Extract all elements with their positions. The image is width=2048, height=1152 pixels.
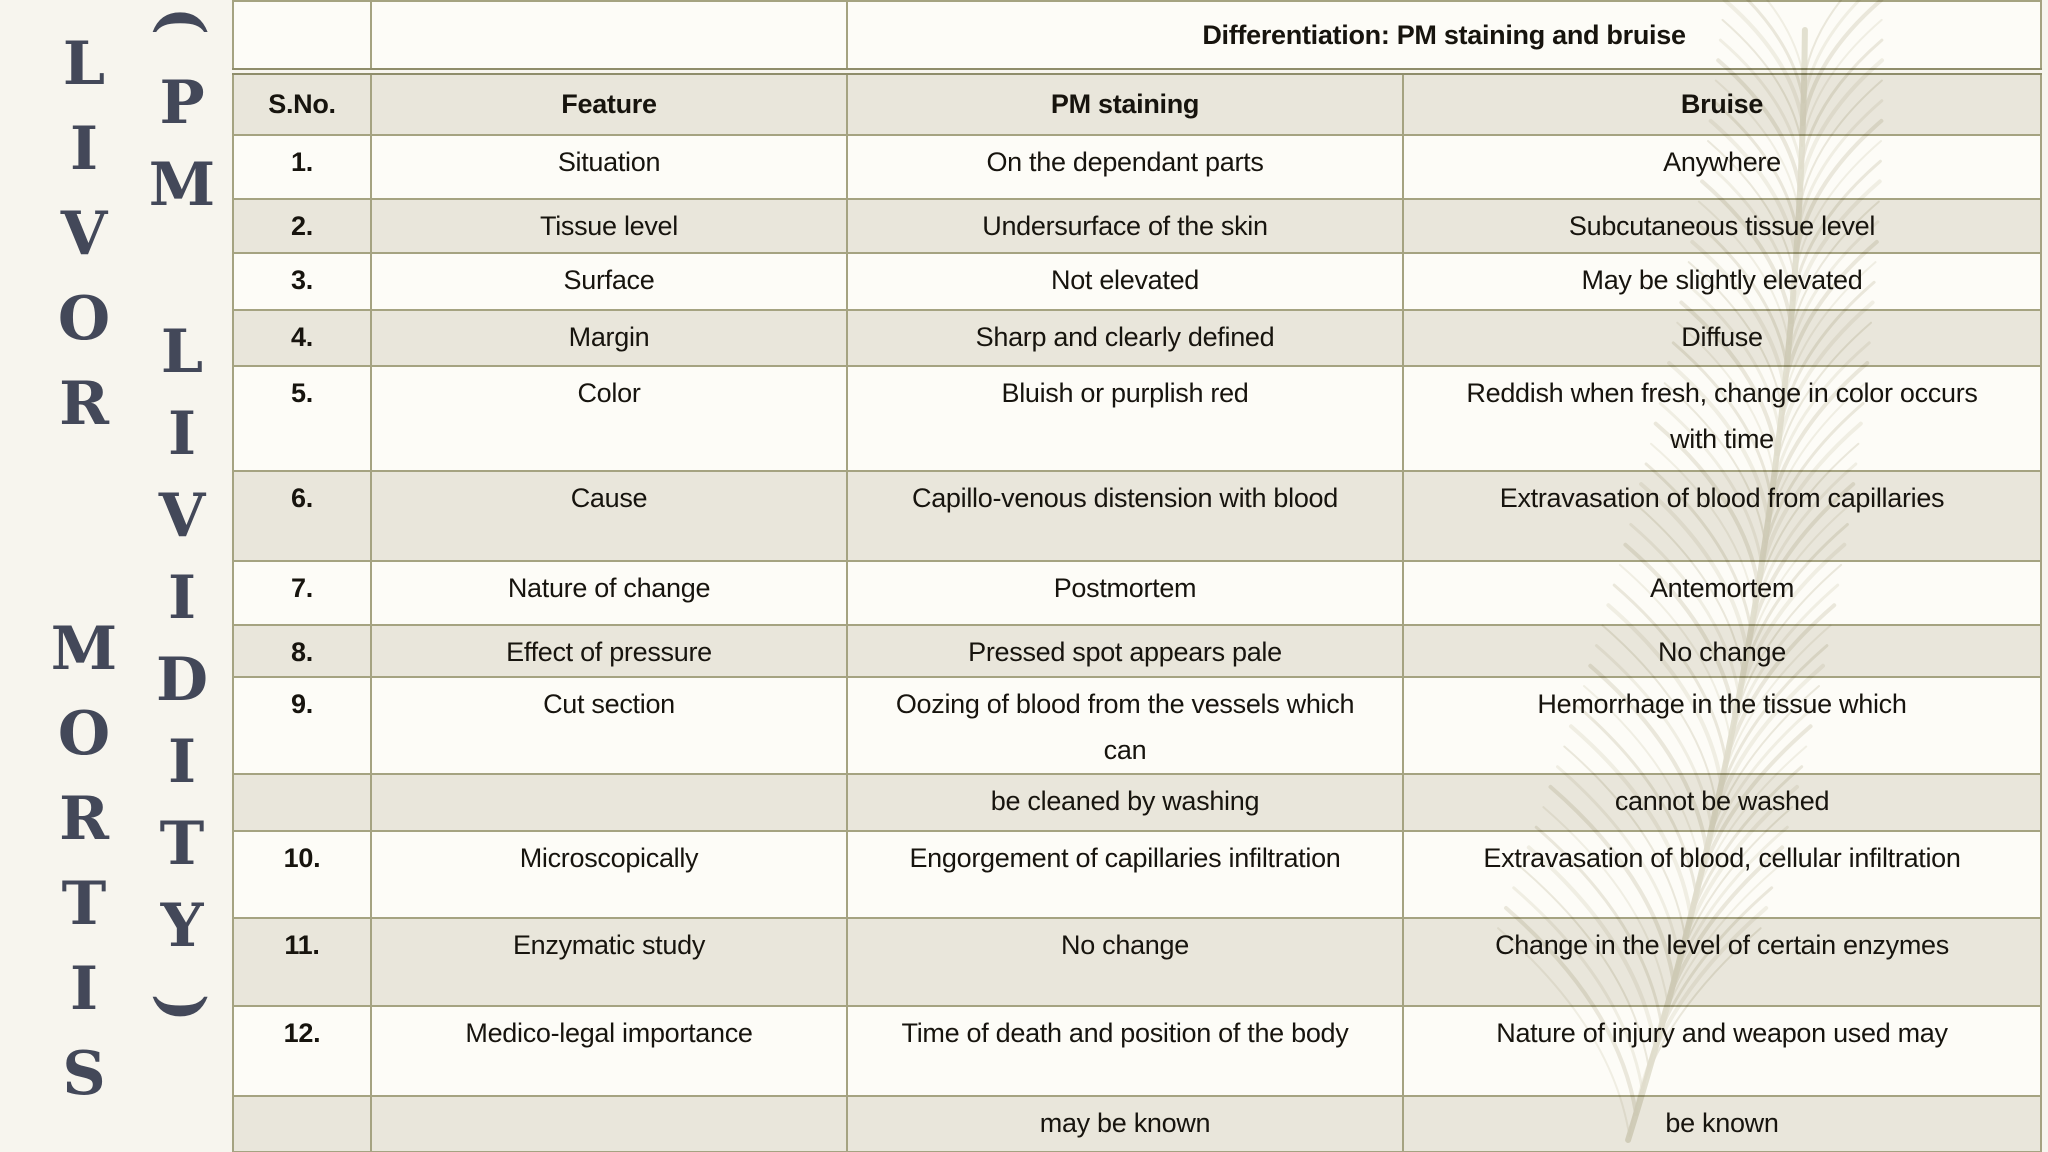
- cell-bruise: Antemortem: [1402, 560, 2042, 626]
- cell-feature: Situation: [370, 134, 848, 200]
- table-row-continuation: may be known be known: [232, 1095, 2042, 1152]
- column-header-feature: Feature: [370, 70, 848, 136]
- table-row: 10. Microscopically Engorgement of capil…: [232, 830, 2042, 919]
- cell-feature: Enzymatic study: [370, 917, 848, 1007]
- cell-sno: [232, 1095, 372, 1152]
- cell-pm: On the dependant parts: [846, 134, 1404, 200]
- cell-feature: Surface: [370, 252, 848, 311]
- cell-pm: Engorgement of capillaries infiltration: [846, 830, 1404, 919]
- cell-bruise: Subcutaneous tissue level: [1402, 198, 2042, 254]
- cell-bruise: May be slightly elevated: [1402, 252, 2042, 311]
- cell-sno: 5.: [232, 365, 372, 472]
- cell-pm: may be known: [846, 1095, 1404, 1152]
- cell-pm: Not elevated: [846, 252, 1404, 311]
- cell-bruise: Extravasation of blood, cellular infiltr…: [1402, 830, 2042, 919]
- cell-pm: No change: [846, 917, 1404, 1007]
- cell-sno: 8.: [232, 624, 372, 678]
- cell-bruise: Diffuse: [1402, 309, 2042, 367]
- table-row: 3. Surface Not elevated May be slightly …: [232, 252, 2042, 311]
- cell-sno: 3.: [232, 252, 372, 311]
- cell-bruise: cannot be washed: [1402, 773, 2042, 832]
- column-header-bruise: Bruise: [1402, 70, 2042, 136]
- page-title: Differentiation: PM staining and bruise: [846, 0, 2042, 75]
- cell-pm: Pressed spot appears pale: [846, 624, 1404, 678]
- title-row: Differentiation: PM staining and bruise: [232, 0, 2042, 75]
- cell-sno: 1.: [232, 134, 372, 200]
- cell-pm: Oozing of blood from the vessels which c…: [846, 676, 1404, 775]
- cell-feature: Medico-legal importance: [370, 1005, 848, 1097]
- column-header-sno: S.No.: [232, 70, 372, 136]
- table-row: 8. Effect of pressure Pressed spot appea…: [232, 624, 2042, 678]
- cell-sno: 12.: [232, 1005, 372, 1097]
- cell-feature: Cause: [370, 470, 848, 562]
- comparison-table-wrap: Differentiation: PM staining and bruise …: [232, 0, 2042, 1152]
- cell-feature: [370, 773, 848, 832]
- cell-pm: Undersurface of the skin: [846, 198, 1404, 254]
- cell-sno: 10.: [232, 830, 372, 919]
- cell-sno: 9.: [232, 676, 372, 775]
- cell-pm: Sharp and clearly defined: [846, 309, 1404, 367]
- table-row: 6. Cause Capillo-venous distension with …: [232, 470, 2042, 562]
- table-row: 5. Color Bluish or purplish red Reddish …: [232, 365, 2042, 472]
- cell-feature: Microscopically: [370, 830, 848, 919]
- table-row-continuation: be cleaned by washing cannot be washed: [232, 773, 2042, 832]
- table-row: 2. Tissue level Undersurface of the skin…: [232, 198, 2042, 254]
- table-row: 11. Enzymatic study No change Change in …: [232, 917, 2042, 1007]
- cell-pm: Time of death and position of the body: [846, 1005, 1404, 1097]
- cell-pm: be cleaned by washing: [846, 773, 1404, 832]
- column-header-pm: PM staining: [846, 70, 1404, 136]
- table-row: 9. Cut section Oozing of blood from the …: [232, 676, 2042, 775]
- cell-bruise: Nature of injury and weapon used may: [1402, 1005, 2042, 1097]
- cell-bruise: be known: [1402, 1095, 2042, 1152]
- header-row: S.No. Feature PM staining Bruise: [232, 70, 2042, 136]
- table-row: 7. Nature of change Postmortem Antemorte…: [232, 560, 2042, 626]
- title-row-empty-cell: [232, 0, 372, 75]
- cell-feature: Cut section: [370, 676, 848, 775]
- cell-feature: Tissue level: [370, 198, 848, 254]
- cell-bruise: Extravasation of blood from capillaries: [1402, 470, 2042, 562]
- comparison-table: Differentiation: PM staining and bruise …: [232, 0, 2042, 1152]
- cell-sno: 6.: [232, 470, 372, 562]
- cell-bruise: Hemorrhage in the tissue which: [1402, 676, 2042, 775]
- cell-pm: Postmortem: [846, 560, 1404, 626]
- cell-bruise: Anywhere: [1402, 134, 2042, 200]
- cell-feature: Effect of pressure: [370, 624, 848, 678]
- cell-feature: Margin: [370, 309, 848, 367]
- cell-sno: [232, 773, 372, 832]
- table-row: 4. Margin Sharp and clearly defined Diff…: [232, 309, 2042, 367]
- cell-bruise: Reddish when fresh, change in color occu…: [1402, 365, 2042, 472]
- cell-feature: Color: [370, 365, 848, 472]
- cell-bruise: Change in the level of certain enzymes: [1402, 917, 2042, 1007]
- title-row-empty-cell: [370, 0, 848, 75]
- cell-pm: Bluish or purplish red: [846, 365, 1404, 472]
- table-row: 12. Medico-legal importance Time of deat…: [232, 1005, 2042, 1097]
- cell-sno: 2.: [232, 198, 372, 254]
- table-row: 1. Situation On the dependant parts Anyw…: [232, 134, 2042, 200]
- cell-sno: 4.: [232, 309, 372, 367]
- cell-sno: 11.: [232, 917, 372, 1007]
- cell-bruise: No change: [1402, 624, 2042, 678]
- cell-sno: 7.: [232, 560, 372, 626]
- cell-feature: [370, 1095, 848, 1152]
- cell-feature: Nature of change: [370, 560, 848, 626]
- cell-pm: Capillo-venous distension with blood: [846, 470, 1404, 562]
- vertical-title-pm-lividity: (P M L I V I D I T Y): [147, 6, 217, 1023]
